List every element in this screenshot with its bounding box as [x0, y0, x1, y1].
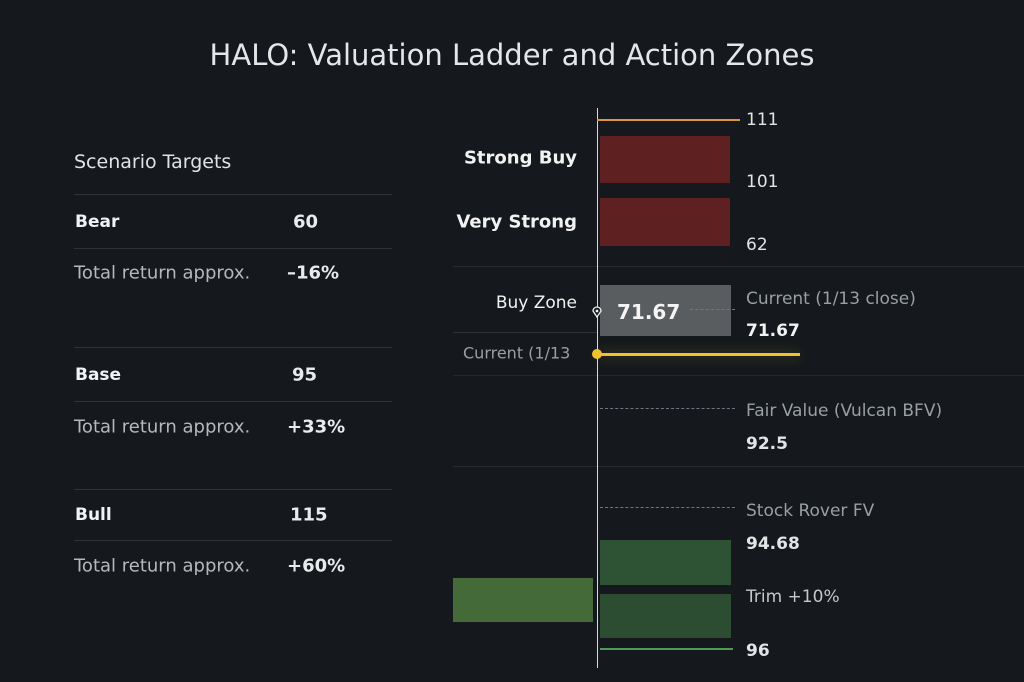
top-level-value: 111 [746, 110, 779, 130]
fair-value-value: 92.5 [746, 434, 788, 454]
ladder-axis [597, 108, 598, 668]
strong-buy-label: Strong Buy [463, 147, 577, 169]
zone-separator [453, 332, 597, 333]
divider [74, 248, 392, 249]
location-marker-icon [592, 303, 602, 319]
buy-zone-value: 71.67 [617, 300, 681, 324]
stock-rover-dash [600, 507, 735, 508]
trim-label: Trim +10% [746, 587, 840, 607]
current-close-label: Current (1/13 close) [746, 289, 916, 309]
return-label: Total return approx. [74, 555, 251, 577]
scenario-target-base: 95 [292, 364, 318, 386]
stock-rover-label: Stock Rover FV [746, 501, 875, 521]
buy-zone-bar [600, 285, 731, 336]
divider [74, 489, 392, 490]
scenario-target-bull: 115 [290, 504, 328, 526]
trim-level: 96 [746, 641, 770, 661]
current-price-dot [592, 349, 602, 359]
current-left-label: Current (1/13 [463, 343, 571, 363]
strong-buy-bar [600, 136, 730, 183]
scenario-header: Scenario Targets [74, 151, 232, 173]
divider [74, 194, 392, 195]
zone-separator [453, 266, 1024, 267]
fair-value-label: Fair Value (Vulcan BFV) [746, 401, 943, 421]
divider [74, 347, 392, 348]
trim-bar-lower [600, 594, 731, 638]
very-strong-bar [600, 198, 730, 246]
return-label: Total return approx. [74, 416, 251, 438]
zone-separator [453, 375, 1024, 376]
scenario-name-bear: Bear [75, 212, 120, 232]
very-strong-label: Very Strong [456, 211, 577, 233]
stock-rover-value: 94.68 [746, 534, 800, 554]
zone-separator [453, 466, 1024, 467]
scenario-target-bear: 60 [293, 211, 319, 233]
very-strong-level: 62 [746, 235, 768, 255]
strong-buy-level: 101 [746, 172, 779, 192]
current-price-line [597, 353, 800, 356]
buy-zone-label: Buy Zone [495, 293, 577, 313]
divider [74, 540, 392, 541]
return-value-base: +33% [287, 416, 346, 438]
page-title: HALO: Valuation Ladder and Action Zones [209, 38, 815, 72]
return-value-bull: +60% [287, 555, 346, 577]
current-close-value: 71.67 [746, 321, 800, 341]
trim-zone-left-bar [453, 578, 593, 622]
scenario-name-base: Base [75, 365, 122, 385]
return-label: Total return approx. [74, 262, 251, 284]
divider [74, 401, 392, 402]
trim-bar-upper [600, 540, 731, 585]
fair-value-dash [600, 408, 735, 409]
scenario-name-bull: Bull [75, 505, 112, 525]
top-level-line [597, 119, 740, 121]
current-dash [690, 309, 735, 310]
trim-level-line [600, 648, 733, 650]
return-value-bear: –16% [287, 262, 340, 284]
